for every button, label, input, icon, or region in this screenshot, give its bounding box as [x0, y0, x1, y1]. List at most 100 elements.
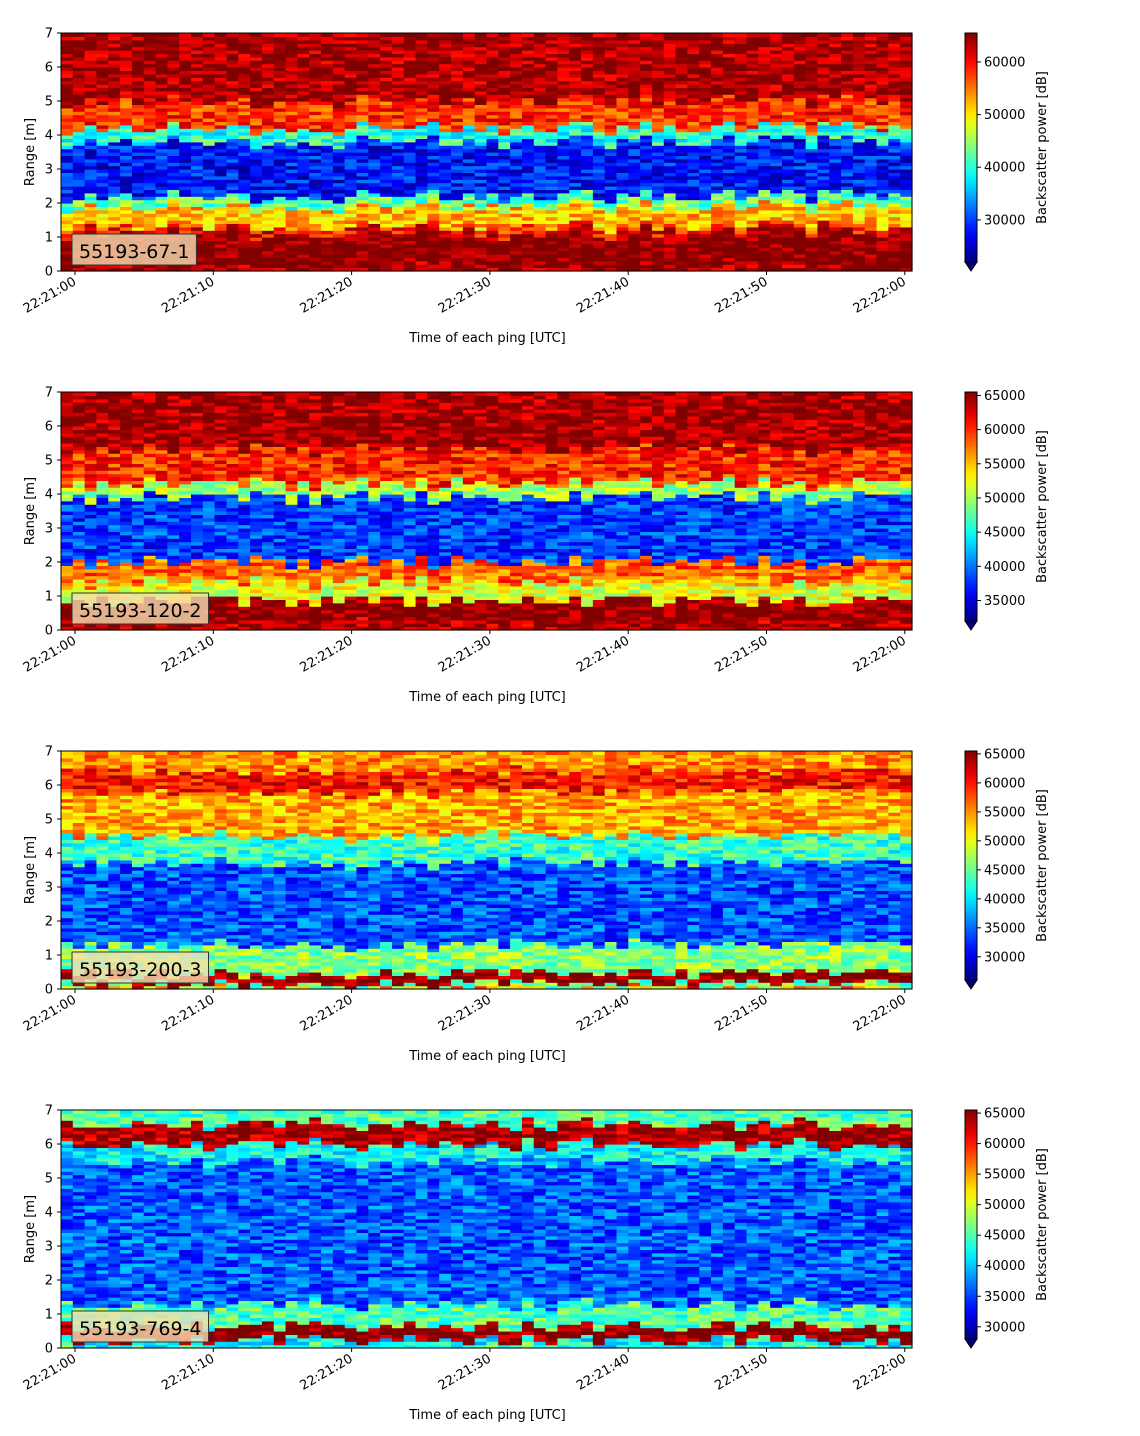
heatmap-cell — [498, 56, 511, 61]
heatmap-cell — [651, 87, 665, 92]
heatmap-cell — [663, 128, 677, 133]
heatmap-cell — [155, 43, 168, 48]
heatmap-cell — [356, 87, 369, 92]
heatmap-cell — [793, 267, 807, 272]
heatmap-cell — [250, 182, 263, 187]
heatmap-cell — [297, 247, 310, 252]
heatmap-cell — [640, 70, 653, 75]
heatmap-cell — [391, 209, 405, 214]
heatmap-cell — [403, 36, 417, 41]
heatmap-cell — [533, 77, 547, 82]
heatmap-cell — [829, 118, 842, 122]
heatmap-cell — [746, 254, 759, 258]
heatmap-cell — [569, 189, 582, 194]
heatmap-cell — [510, 70, 523, 75]
heatmap-cell — [321, 267, 334, 272]
heatmap-cell — [439, 77, 452, 82]
heatmap-cell — [746, 250, 759, 255]
heatmap-cell — [746, 216, 759, 221]
heatmap-cell — [640, 172, 653, 177]
heatmap-cell — [238, 213, 251, 218]
heatmap-cell — [746, 90, 759, 95]
heatmap-cell — [640, 209, 653, 214]
heatmap-cell — [380, 53, 393, 58]
heatmap-cell — [734, 128, 748, 133]
heatmap-cell — [309, 121, 322, 126]
heatmap-cell — [214, 121, 228, 126]
heatmap-cell — [651, 155, 665, 160]
heatmap-cell — [226, 169, 239, 173]
heatmap-cell — [72, 87, 86, 92]
heatmap-cell — [841, 50, 854, 54]
heatmap-cell — [510, 250, 523, 255]
heatmap-cell — [226, 250, 239, 255]
heatmap-cell — [332, 128, 346, 133]
heatmap-cell — [155, 80, 168, 85]
heatmap-cell — [439, 250, 452, 255]
heatmap-cell — [439, 148, 452, 153]
heatmap-cell — [451, 247, 464, 252]
heatmap-cell — [309, 172, 322, 177]
heatmap-cell — [321, 118, 334, 122]
heatmap-cell — [285, 165, 298, 170]
heatmap-cell — [510, 114, 523, 119]
heatmap-cell — [226, 254, 239, 258]
heatmap-cell — [380, 206, 393, 211]
heatmap-cell — [179, 209, 192, 214]
heatmap-cell — [108, 131, 121, 136]
heatmap-cell — [545, 267, 559, 272]
heatmap-cell — [734, 250, 748, 255]
heatmap-cell — [120, 56, 133, 61]
heatmap-cell — [486, 56, 499, 61]
heatmap-cell — [108, 158, 121, 163]
heatmap-cell — [592, 182, 606, 187]
heatmap-cell — [781, 46, 795, 51]
heatmap-cell — [758, 60, 771, 65]
heatmap-cell — [521, 216, 535, 221]
heatmap-cell — [462, 39, 476, 44]
heatmap-cell — [651, 84, 665, 88]
heatmap-cell — [545, 196, 559, 201]
heatmap-cell — [427, 107, 440, 112]
heatmap-cell — [226, 90, 239, 95]
heatmap-cell — [332, 257, 346, 262]
heatmap-cell — [758, 243, 771, 248]
heatmap-cell — [321, 80, 334, 85]
heatmap-cell — [734, 237, 748, 241]
heatmap-cell — [285, 84, 298, 88]
heatmap-cell — [285, 182, 298, 187]
heatmap-cell — [380, 243, 393, 248]
heatmap-cell — [368, 124, 381, 129]
heatmap-cell — [214, 111, 228, 116]
heatmap-cell — [521, 260, 535, 265]
heatmap-cell — [474, 260, 488, 265]
heatmap-cell — [651, 39, 665, 44]
heatmap-cell — [817, 53, 830, 58]
heatmap-cell — [61, 230, 74, 235]
heatmap-cell — [581, 60, 594, 65]
heatmap-cell — [120, 121, 133, 126]
heatmap-cell — [628, 216, 641, 221]
heatmap-cell — [403, 141, 417, 146]
heatmap-cell — [711, 77, 724, 82]
heatmap-cell — [675, 203, 689, 207]
heatmap-cell — [770, 254, 783, 258]
heatmap-cell — [817, 179, 830, 184]
heatmap-cell — [309, 135, 322, 139]
heatmap-cell — [628, 107, 641, 112]
heatmap-cell — [852, 172, 866, 177]
heatmap-cell — [604, 70, 618, 75]
heatmap-cell — [651, 56, 665, 61]
heatmap-cell — [852, 118, 866, 122]
heatmap-cell — [829, 189, 842, 194]
heatmap-cell — [864, 189, 878, 194]
heatmap-cell — [663, 230, 677, 235]
heatmap-cell — [191, 240, 204, 245]
heatmap-cell — [72, 220, 86, 224]
heatmap-cell — [238, 77, 251, 82]
heatmap-cell — [462, 247, 476, 252]
heatmap-cell — [451, 254, 464, 258]
heatmap-cell — [793, 70, 807, 75]
heatmap-cell — [332, 165, 346, 170]
heatmap-cell — [687, 175, 700, 180]
